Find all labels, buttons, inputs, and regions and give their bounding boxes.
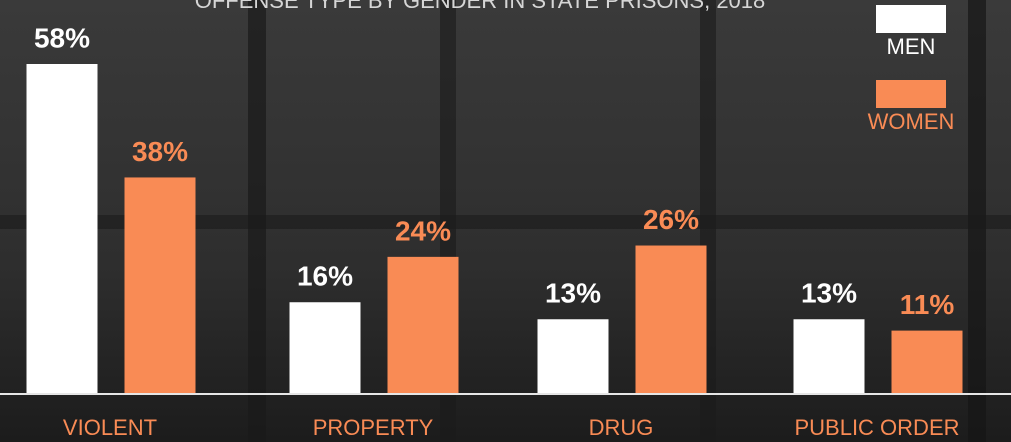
x-tick-label: VIOLENT bbox=[63, 415, 157, 440]
bar bbox=[538, 319, 609, 393]
bar bbox=[794, 319, 865, 393]
legend-label: WOMEN bbox=[868, 109, 955, 134]
legend-label: MEN bbox=[887, 34, 936, 59]
bar bbox=[388, 257, 459, 393]
value-label: 24% bbox=[395, 215, 451, 246]
legend-swatch bbox=[876, 5, 946, 33]
value-label: 26% bbox=[643, 204, 699, 235]
value-label: 16% bbox=[297, 261, 353, 292]
value-label: 11% bbox=[900, 289, 955, 320]
x-tick-label: PUBLIC ORDER bbox=[794, 415, 959, 440]
value-label: 38% bbox=[132, 136, 188, 167]
bar bbox=[125, 177, 196, 393]
bar bbox=[27, 64, 98, 393]
bar bbox=[892, 331, 963, 393]
x-tick-label: DRUG bbox=[589, 415, 654, 440]
value-label: 13% bbox=[801, 278, 857, 309]
legend-swatch bbox=[876, 80, 946, 108]
chart: OFFENSE TYPE BY GENDER IN STATE PRISONS,… bbox=[0, 0, 1011, 442]
x-tick-label: PROPERTY bbox=[313, 415, 434, 440]
bar bbox=[290, 302, 361, 393]
bar bbox=[636, 246, 707, 393]
value-label: 13% bbox=[545, 278, 601, 309]
chart-title: OFFENSE TYPE BY GENDER IN STATE PRISONS,… bbox=[195, 0, 766, 13]
value-label: 58% bbox=[34, 22, 90, 53]
